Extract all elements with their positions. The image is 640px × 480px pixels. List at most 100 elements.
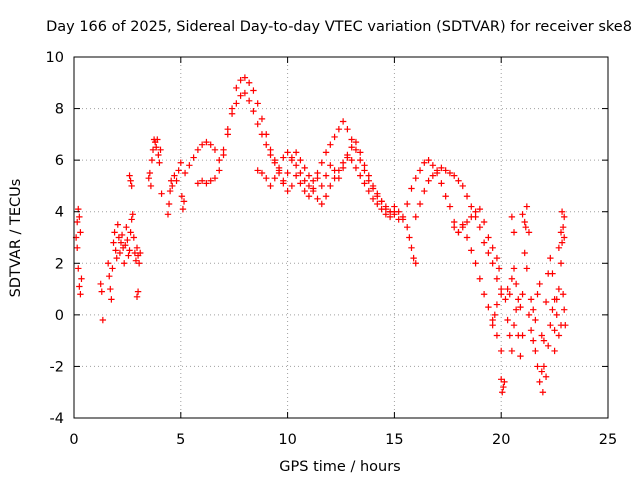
data-point-marker: [301, 187, 308, 195]
data-point-marker: [438, 180, 445, 187]
data-point-marker: [127, 177, 134, 184]
data-point-marker: [128, 182, 135, 190]
data-point-marker: [165, 200, 173, 208]
y-tick-label: 8: [55, 102, 64, 118]
data-point-marker: [149, 146, 157, 154]
data-point-marker: [113, 254, 120, 262]
data-point-marker: [542, 298, 550, 306]
data-points: [72, 74, 569, 396]
y-axis-label: SDTVAR / TECUs: [8, 179, 24, 298]
data-point-marker: [78, 275, 85, 282]
data-point-marker: [534, 363, 541, 370]
data-point-marker: [310, 177, 317, 184]
data-point-marker: [555, 332, 563, 339]
data-point-marker: [498, 376, 505, 383]
data-point-marker: [158, 190, 165, 197]
data-point-marker: [153, 144, 160, 151]
data-point-marker: [245, 79, 253, 86]
data-point-marker: [156, 159, 163, 166]
series-track-f: [254, 149, 398, 221]
data-point-marker: [211, 146, 219, 154]
data-point-marker: [137, 249, 144, 257]
grid-lines: [74, 57, 608, 418]
data-point-marker: [305, 172, 313, 179]
data-point-marker: [254, 100, 261, 107]
data-point-marker: [508, 275, 516, 282]
data-point-marker: [327, 141, 334, 148]
data-point-marker: [314, 169, 321, 177]
data-point-marker: [146, 169, 154, 177]
data-point-marker: [263, 131, 270, 138]
series-track-c: [145, 136, 188, 218]
data-point-marker: [515, 296, 522, 303]
data-point-marker: [525, 311, 533, 319]
data-point-marker: [76, 283, 83, 290]
data-point-marker: [551, 327, 558, 334]
data-point-marker: [297, 169, 304, 177]
data-point-marker: [228, 105, 236, 112]
data-point-marker: [412, 260, 419, 267]
data-point-marker: [468, 213, 475, 221]
data-point-marker: [517, 303, 524, 311]
data-point-marker: [521, 249, 528, 257]
data-point-marker: [549, 306, 556, 313]
data-point-marker: [112, 247, 119, 254]
data-point-marker: [348, 136, 355, 143]
data-point-marker: [216, 167, 223, 174]
data-point-marker: [148, 156, 156, 164]
data-point-marker: [493, 254, 501, 262]
data-point-marker: [455, 229, 462, 236]
data-point-marker: [157, 146, 164, 154]
data-point-marker: [412, 213, 419, 221]
data-point-marker: [558, 208, 566, 215]
data-point-marker: [331, 174, 338, 182]
data-point-marker: [207, 177, 214, 184]
y-tick-label: 6: [55, 153, 64, 169]
data-point-marker: [198, 177, 206, 184]
data-point-marker: [292, 172, 300, 179]
data-point-marker: [421, 187, 428, 195]
data-point-marker: [459, 182, 466, 190]
data-point-marker: [126, 172, 133, 179]
data-point-marker: [297, 156, 304, 164]
data-point-marker: [125, 252, 132, 259]
data-point-marker: [134, 288, 142, 295]
data-point-marker: [502, 296, 509, 303]
data-point-marker: [267, 182, 274, 190]
data-point-marker: [211, 174, 219, 182]
x-tick-label: 25: [599, 432, 617, 448]
x-tick-label: 20: [492, 432, 510, 448]
data-point-marker: [476, 205, 484, 213]
data-point-marker: [374, 193, 381, 200]
data-point-marker: [154, 136, 161, 143]
data-point-marker: [173, 177, 180, 184]
data-point-marker: [241, 89, 249, 97]
data-point-marker: [378, 198, 385, 205]
data-point-marker: [555, 244, 563, 252]
data-point-marker: [344, 126, 351, 133]
data-point-marker: [561, 213, 568, 221]
data-point-marker: [123, 223, 130, 231]
y-tick-label: -4: [50, 411, 64, 427]
data-point-marker: [361, 167, 368, 174]
data-point-marker: [504, 316, 511, 324]
data-point-marker: [169, 182, 176, 190]
data-point-marker: [429, 162, 437, 169]
data-point-marker: [540, 363, 548, 370]
data-point-marker: [485, 234, 492, 241]
data-point-marker: [369, 195, 377, 203]
data-point-marker: [472, 208, 479, 215]
data-point-marker: [491, 311, 498, 319]
data-point-marker: [129, 211, 136, 218]
data-point-marker: [455, 177, 462, 184]
data-point-marker: [297, 180, 304, 187]
data-point-marker: [233, 100, 240, 107]
data-point-marker: [536, 280, 543, 288]
data-point-marker: [198, 141, 206, 148]
series-track-b: [97, 172, 144, 324]
data-point-marker: [357, 149, 364, 156]
data-point-marker: [335, 167, 343, 174]
data-point-marker: [127, 229, 134, 236]
data-point-marker: [544, 342, 552, 349]
